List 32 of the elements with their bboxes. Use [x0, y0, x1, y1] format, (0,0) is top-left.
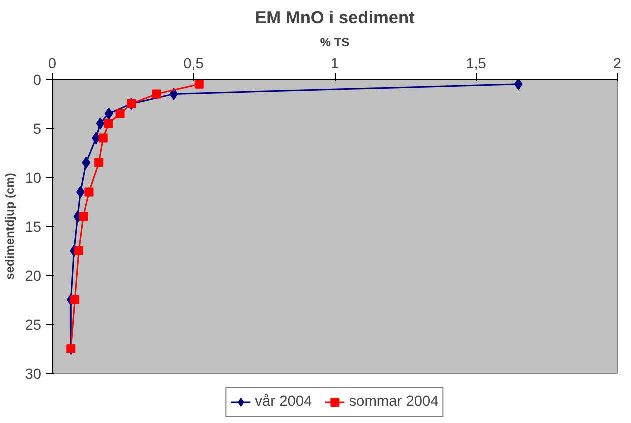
- point: [116, 109, 125, 118]
- point: [514, 80, 523, 90]
- point: [98, 134, 108, 143]
- x-tick-label: 1: [330, 56, 340, 72]
- y-tick-label: 25: [25, 318, 42, 334]
- point: [82, 156, 91, 169]
- y-axis-title: sedimentdjup (cm): [3, 173, 18, 280]
- point: [194, 80, 204, 89]
- point: [84, 188, 94, 197]
- point: [152, 90, 162, 99]
- y-tick-label: 30: [25, 367, 42, 383]
- y-tick-label: 5: [33, 122, 42, 138]
- point: [70, 296, 80, 304]
- x-tick-label: 0: [48, 56, 57, 72]
- y-tick-label: 10: [25, 171, 42, 187]
- point: [104, 119, 114, 128]
- y-tick-label: 20: [25, 269, 42, 285]
- x-tick-label: 0,5: [184, 56, 204, 72]
- y-tick-label: 0: [33, 73, 42, 89]
- x-tick-label: 2: [613, 56, 622, 72]
- x-tick-label: 1,5: [466, 56, 486, 72]
- y-tick-label: 15: [25, 220, 42, 236]
- legend-label: sommar 2004: [349, 394, 439, 410]
- legend-label: vår 2004: [255, 394, 312, 410]
- point: [104, 108, 114, 120]
- point: [170, 88, 178, 100]
- point: [96, 118, 105, 130]
- point: [74, 246, 84, 256]
- x-axis-title: % TS: [320, 36, 350, 50]
- point: [94, 158, 104, 168]
- chart-title: EM MnO i sediment: [255, 8, 416, 28]
- point: [79, 212, 88, 222]
